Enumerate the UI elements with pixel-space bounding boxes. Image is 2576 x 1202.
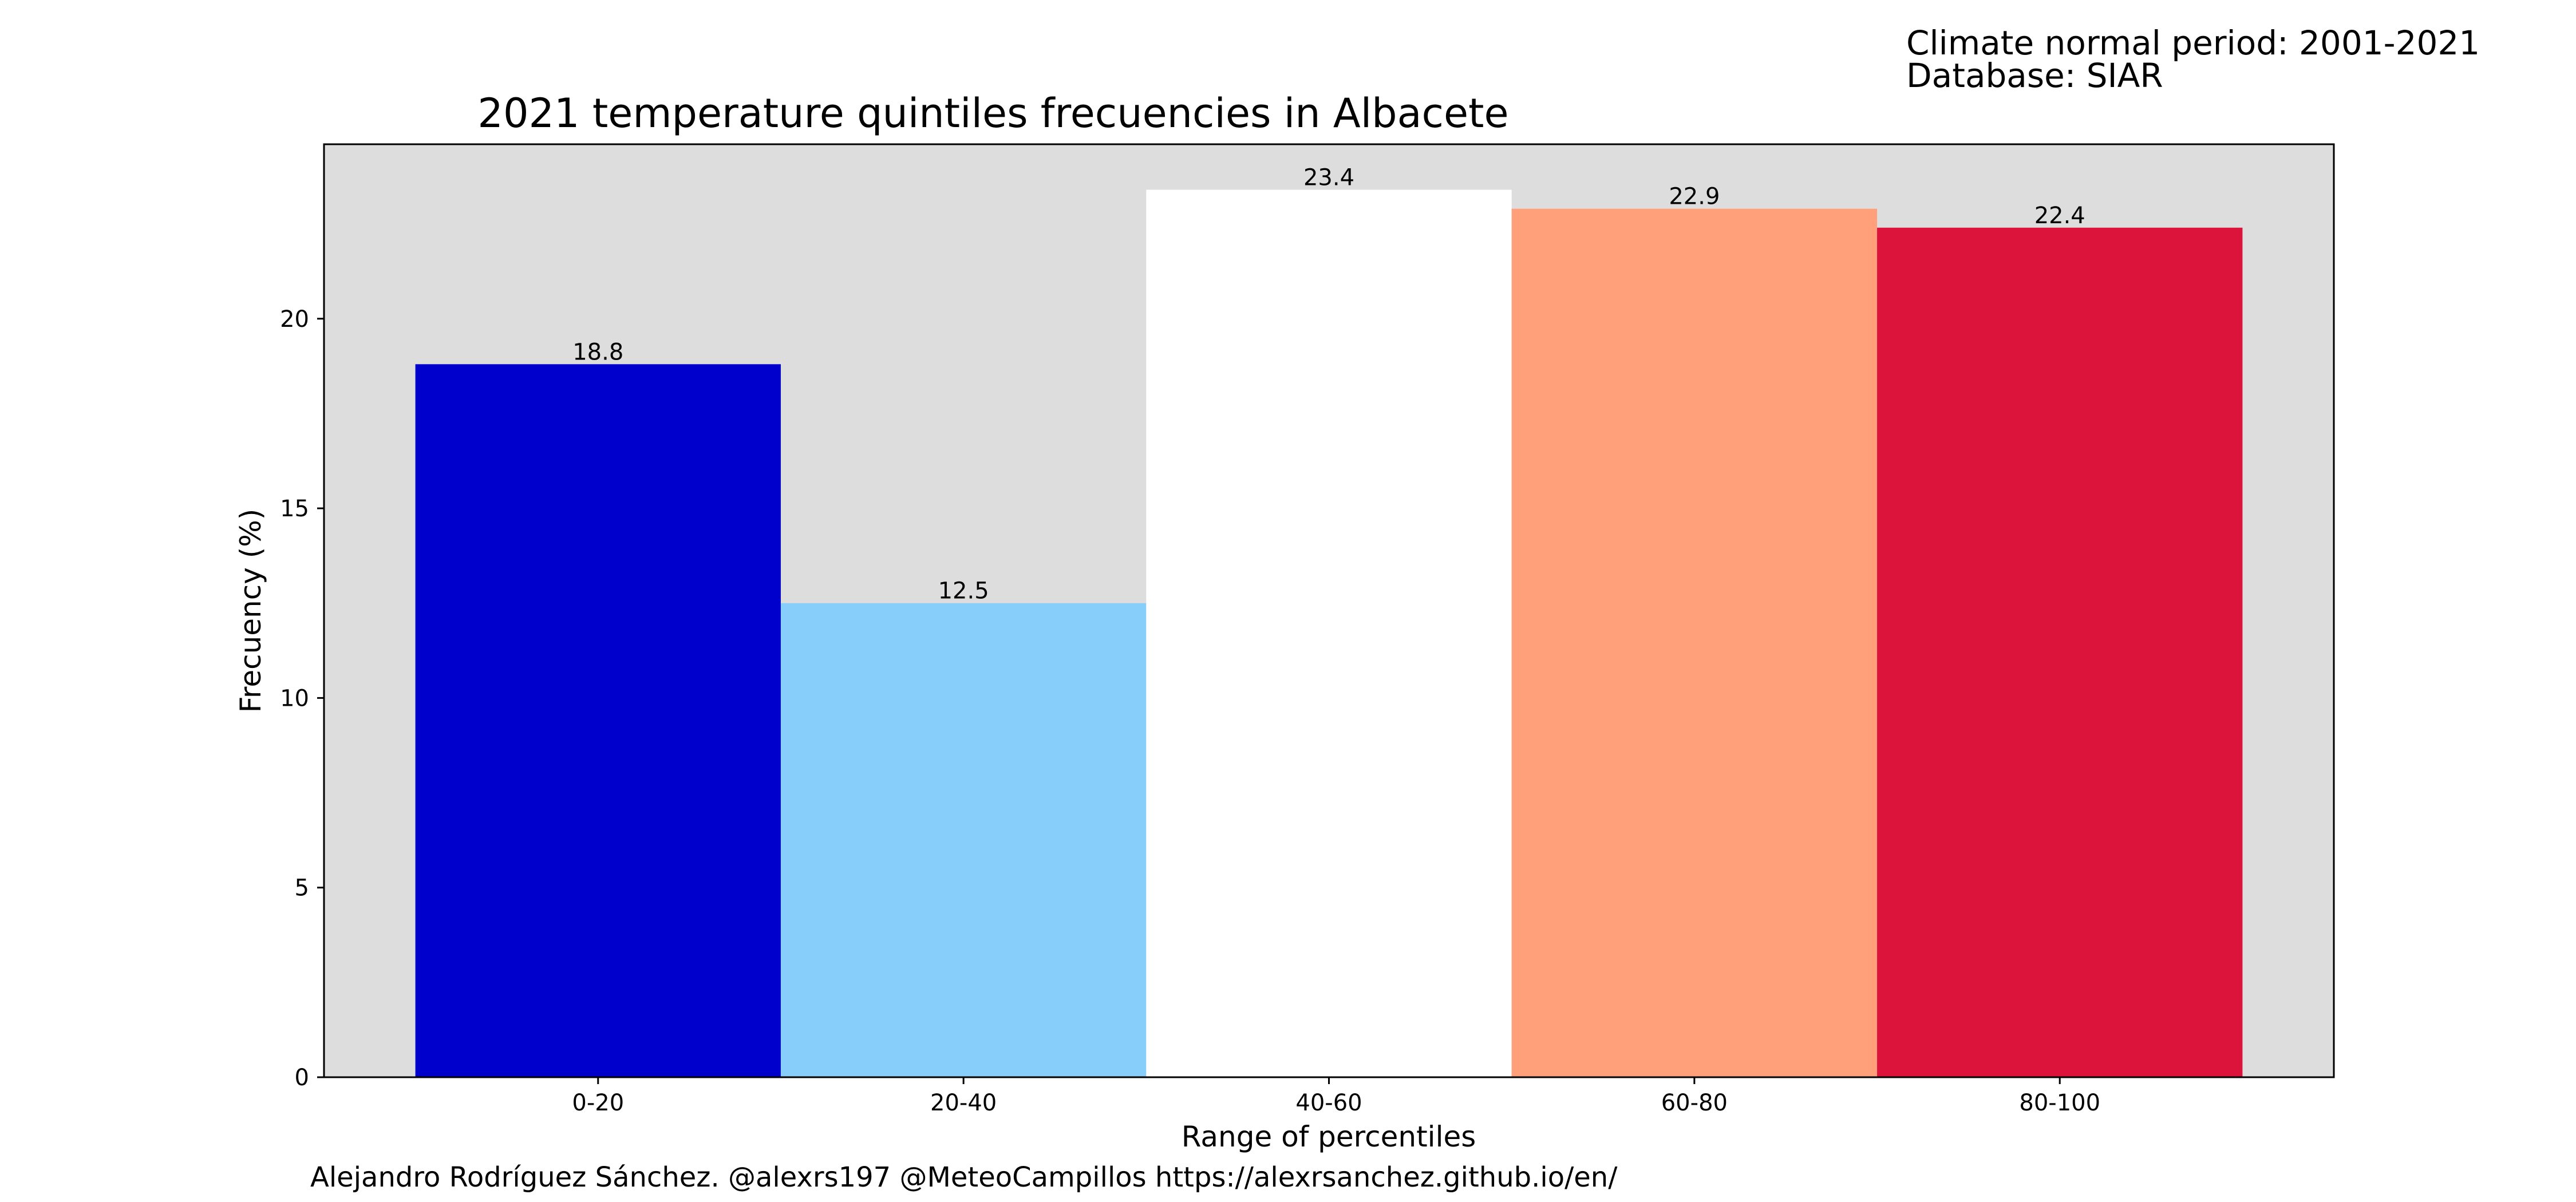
y-tick-label: 0 <box>295 1065 309 1091</box>
bar-value-label: 23.4 <box>1303 165 1354 191</box>
climate-period-info: Climate normal period: 2001-2021 <box>1906 23 2480 62</box>
x-tick-label: 80-100 <box>2019 1090 2100 1116</box>
x-axis-label: Range of percentiles <box>1182 1120 1476 1153</box>
author-credit: Alejandro Rodríguez Sánchez. @alexrs197 … <box>310 1161 1618 1193</box>
x-axis-ticks: 0-20 20-40 40-60 60-80 80-100 <box>572 1077 2100 1116</box>
x-tick-label: 40-60 <box>1295 1090 1362 1116</box>
y-tick-label: 15 <box>280 496 309 522</box>
y-axis-ticks: 0 5 10 15 20 <box>280 306 324 1091</box>
bar-value-label: 22.9 <box>1669 184 1720 210</box>
bar-20-40 <box>780 603 1147 1077</box>
bar-value-label: 18.8 <box>572 339 623 365</box>
y-tick-label: 5 <box>295 875 309 902</box>
x-tick-label: 0-20 <box>572 1090 624 1116</box>
bar-labels-group: 18.8 12.5 23.4 22.9 22.4 <box>572 165 2085 604</box>
y-tick-label: 10 <box>280 685 309 711</box>
bar-value-label: 22.4 <box>2034 203 2085 229</box>
x-tick-label: 60-80 <box>1661 1090 1728 1116</box>
chart-title: 2021 temperature quintiles frecuencies i… <box>477 90 1508 137</box>
bar-60-80 <box>1511 208 1878 1077</box>
database-info: Database: SIAR <box>1906 56 2163 95</box>
y-axis-label: Frecuency (%) <box>234 509 267 713</box>
bar-value-label: 12.5 <box>938 578 989 604</box>
y-tick-label: 20 <box>280 306 309 333</box>
bar-40-60 <box>1146 189 1512 1077</box>
x-tick-label: 20-40 <box>930 1090 997 1116</box>
bars-group <box>415 189 2243 1078</box>
bar-80-100 <box>1877 227 2243 1078</box>
bar-0-20 <box>415 364 781 1077</box>
